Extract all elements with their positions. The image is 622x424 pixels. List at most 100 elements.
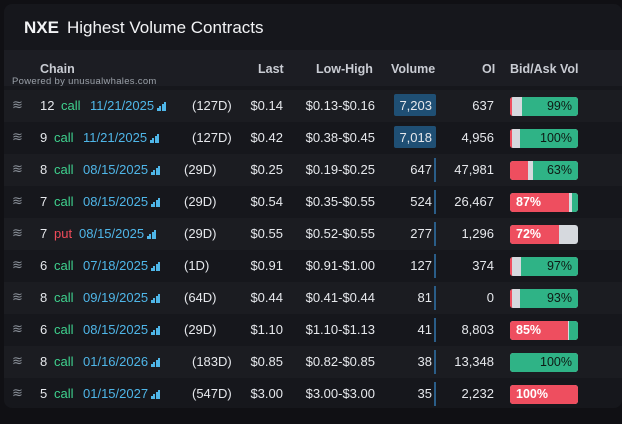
volume-value: 35 (417, 386, 432, 401)
col-chain[interactable]: Chain (40, 62, 75, 76)
table-row[interactable]: ≋ 8 call 08/15/2025 (29D) $0.25 $0.19-$0.25 647… (4, 154, 622, 186)
days-to-expiry: (183D) (192, 354, 232, 369)
open-interest: 637 (472, 98, 494, 113)
mini-chart-icon[interactable] (151, 166, 160, 175)
waves-icon[interactable]: ≋ (12, 385, 23, 400)
bid-ask-label: 85% (516, 323, 542, 337)
waves-icon[interactable]: ≋ (12, 161, 23, 176)
days-to-expiry: (29D) (184, 194, 217, 209)
table-row[interactable]: ≋ 9 call 11/21/2025 (127D) $0.42 $0.38-$0.45 7,… (4, 122, 622, 154)
bid-segment (510, 321, 568, 340)
ask-segment (510, 353, 578, 372)
col-last[interactable]: Last (258, 62, 284, 76)
contract-qty: 6 (40, 258, 48, 273)
last-price: $0.85 (250, 354, 283, 369)
expiry-date[interactable]: 01/15/2027 (83, 386, 160, 401)
low-high-range: $0.82-$0.85 (305, 354, 375, 369)
mini-chart-icon[interactable] (150, 134, 159, 143)
contract-qty: 7 (40, 194, 48, 209)
contract-qty: 8 (40, 290, 48, 305)
mini-chart-icon[interactable] (151, 358, 160, 367)
col-oi[interactable]: OI (482, 62, 496, 76)
table-row[interactable]: ≋ 7 put 08/15/2025 (29D) $0.55 $0.52-$0.55 277 1… (4, 218, 622, 250)
bid-ask-label: 100% (540, 131, 572, 145)
contract-type: call (54, 162, 74, 177)
open-interest: 374 (472, 258, 494, 273)
volume-highlight (394, 126, 436, 148)
days-to-expiry: (127D) (192, 98, 232, 113)
contract-type: put (54, 226, 73, 241)
last-price: $0.54 (250, 194, 283, 209)
col-volume[interactable]: Volume (391, 62, 436, 76)
table-row[interactable]: ≋ 8 call 01/16/2026 (183D) $0.85 $0.82-$0.85 38… (4, 346, 622, 378)
bid-ask-bar[interactable]: 85% (510, 321, 578, 340)
low-high-range: $0.41-$0.44 (305, 290, 375, 305)
table-row[interactable]: ≋ 6 call 08/15/2025 (29D) $1.10 $1.10-$1.13 41 8… (4, 314, 622, 346)
volume-marker (434, 158, 436, 182)
expiry-date[interactable]: 08/15/2025 (83, 162, 160, 177)
contract-type: call (54, 194, 74, 209)
contract-qty: 6 (40, 322, 48, 337)
waves-icon[interactable]: ≋ (12, 97, 23, 112)
mini-chart-icon[interactable] (151, 390, 160, 399)
bid-ask-bar[interactable]: 100% (510, 129, 578, 148)
col-low-high[interactable]: Low-High (316, 62, 373, 76)
days-to-expiry: (127D) (192, 130, 232, 145)
bid-segment (510, 161, 528, 180)
waves-icon[interactable]: ≋ (12, 193, 23, 208)
bid-ask-label: 93% (546, 291, 572, 305)
bid-ask-bar[interactable]: 99% (510, 97, 578, 116)
contract-type: call (54, 386, 74, 401)
expiry-date[interactable]: 08/15/2025 (83, 194, 160, 209)
waves-icon[interactable]: ≋ (12, 353, 23, 368)
mini-chart-icon[interactable] (157, 102, 166, 111)
bid-segment (510, 225, 559, 244)
bid-ask-bar[interactable]: 87% (510, 193, 578, 212)
panel-title: NXE Highest Volume Contracts (24, 18, 264, 38)
powered-by[interactable]: Powered by unusualwhales.com (12, 76, 157, 87)
volume-marker (434, 286, 436, 310)
waves-icon[interactable]: ≋ (12, 257, 23, 272)
table-row[interactable]: ≋ 7 call 08/15/2025 (29D) $0.54 $0.35-$0.55 524… (4, 186, 622, 218)
last-price: $0.25 (250, 162, 283, 177)
bid-segment (510, 97, 512, 116)
table-row[interactable]: ≋ 12 call 11/21/2025 (127D) $0.14 $0.13-$0.16 7… (4, 90, 622, 122)
expiry-date[interactable]: 09/19/2025 (83, 290, 160, 305)
contract-type: call (54, 130, 74, 145)
bid-ask-bar[interactable]: 97% (510, 257, 578, 276)
waves-icon[interactable]: ≋ (12, 321, 23, 336)
last-price: $0.91 (250, 258, 283, 273)
expiry-date[interactable]: 11/21/2025 (83, 130, 159, 145)
ticker-symbol: NXE (24, 18, 59, 37)
waves-icon[interactable]: ≋ (12, 129, 23, 144)
low-high-range: $0.35-$0.55 (305, 194, 375, 209)
contract-qty: 12 (40, 98, 55, 113)
expiry-date[interactable]: 01/16/2026 (83, 354, 160, 369)
contract-qty: 8 (40, 354, 48, 369)
col-bid-ask-vol[interactable]: Bid/Ask Vol (510, 62, 579, 76)
expiry-date[interactable]: 07/18/2025 (83, 258, 160, 273)
table-row[interactable]: ≋ 8 call 09/19/2025 (64D) $0.44 $0.41-$0.44 81 0… (4, 282, 622, 314)
waves-icon[interactable]: ≋ (12, 225, 23, 240)
contract-type: call (61, 98, 81, 113)
mini-chart-icon[interactable] (147, 230, 156, 239)
low-high-range: $0.13-$0.16 (305, 98, 375, 113)
expiry-date[interactable]: 08/15/2025 (79, 226, 156, 241)
volume-value: 524 (410, 194, 432, 209)
mini-chart-icon[interactable] (151, 198, 160, 207)
mini-chart-icon[interactable] (151, 262, 160, 271)
bid-ask-bar[interactable]: 100% (510, 353, 578, 372)
expiry-date[interactable]: 08/15/2025 (83, 322, 160, 337)
bid-ask-bar[interactable]: 93% (510, 289, 578, 308)
waves-icon[interactable]: ≋ (12, 289, 23, 304)
days-to-expiry: (64D) (184, 290, 217, 305)
bid-ask-bar[interactable]: 72% (510, 225, 578, 244)
mini-chart-icon[interactable] (151, 326, 160, 335)
bid-ask-bar[interactable]: 100% (510, 385, 578, 404)
expiry-date[interactable]: 11/21/2025 (90, 98, 166, 113)
mini-chart-icon[interactable] (151, 294, 160, 303)
bid-ask-bar[interactable]: 63% (510, 161, 578, 180)
table-row[interactable]: ≋ 5 call 01/15/2027 (547D) $3.00 $3.00-$3.00 35… (4, 378, 622, 408)
volume-marker (434, 222, 436, 246)
table-row[interactable]: ≋ 6 call 07/18/2025 (1D) $0.91 $0.91-$1.00 127 3… (4, 250, 622, 282)
